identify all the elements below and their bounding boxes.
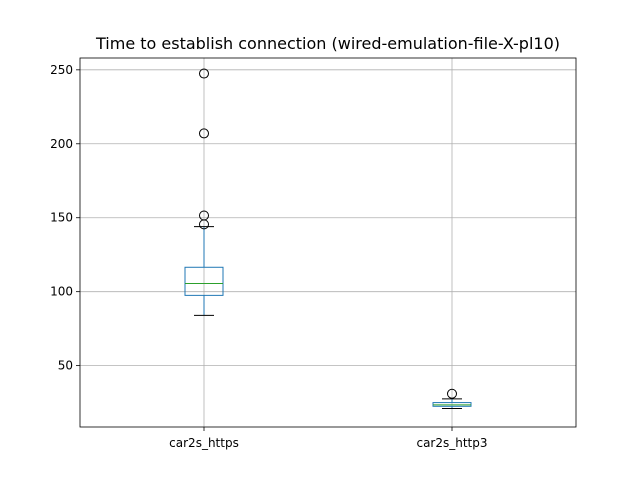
outlier-point [447, 388, 457, 399]
outlier-point [199, 68, 209, 79]
plot-area-frame [79, 57, 577, 428]
tick-layer: 50 100 150 200 250 car2s_https car2s_http3 [50, 63, 487, 450]
y-tick-label: 100 [50, 285, 73, 299]
outlier-point [199, 128, 209, 139]
box-layer [184, 68, 472, 410]
grid-layer [80, 58, 576, 427]
x-tick-label: car2s_https [169, 436, 239, 450]
y-tick-label: 200 [50, 137, 73, 151]
x-tick-label: car2s_http3 [416, 436, 487, 450]
y-tick-label: 250 [50, 63, 73, 77]
chart-title: Time to establish connection (wired-emul… [95, 34, 560, 53]
iqr-box [184, 266, 224, 296]
y-tick-label: 150 [50, 211, 73, 225]
y-tick-label: 50 [58, 359, 73, 373]
outlier-point [199, 210, 209, 221]
